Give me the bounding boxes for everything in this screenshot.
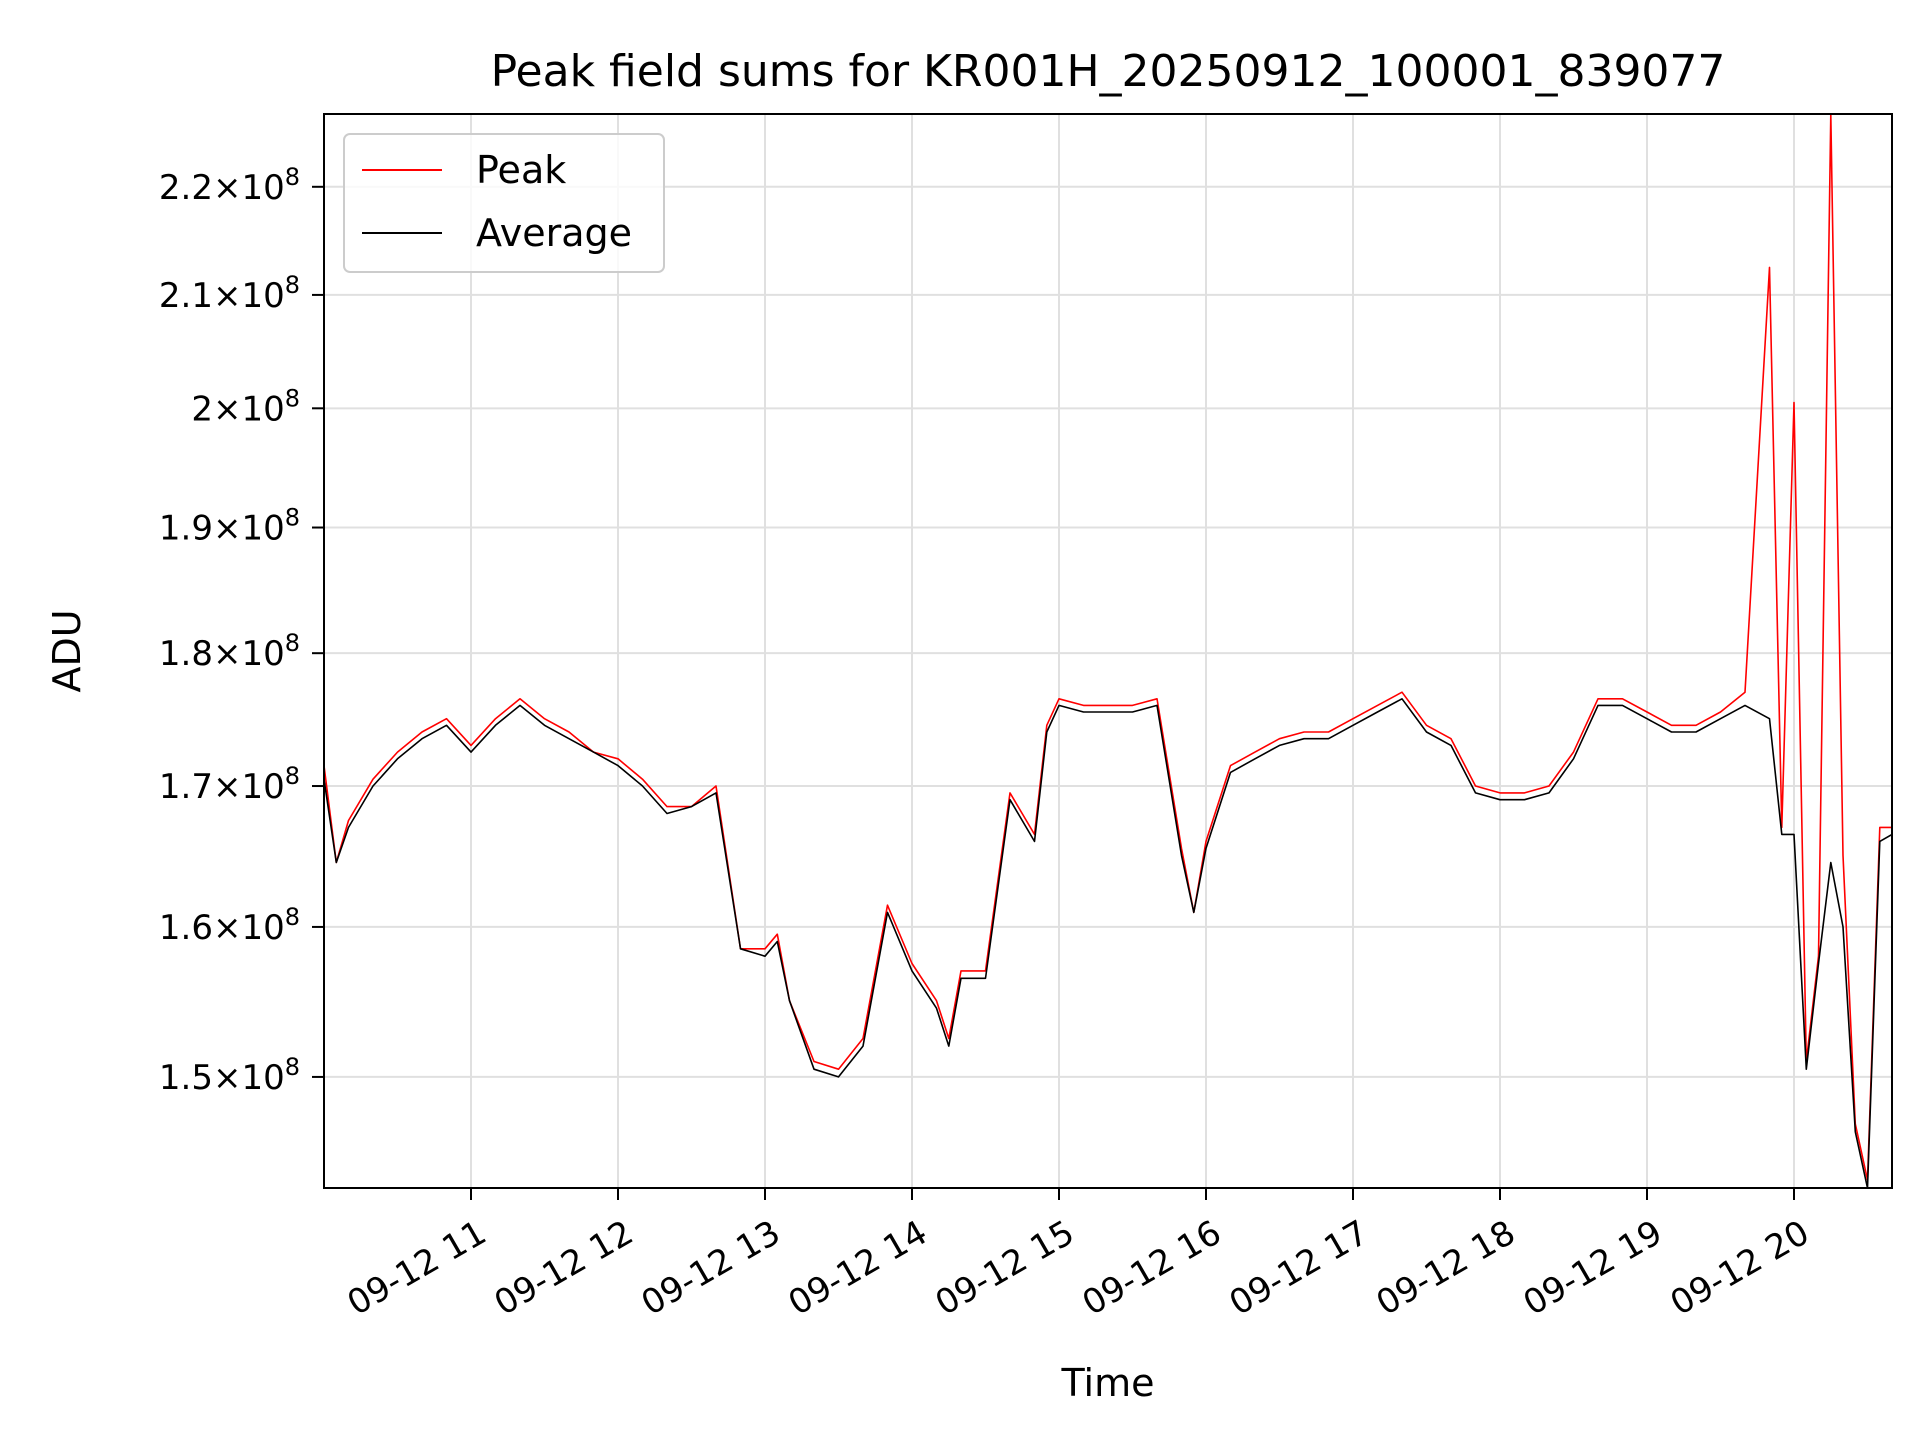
y-axis-ticks: 1.5×1081.6×1081.7×1081.8×1081.9×1082×108…	[159, 163, 324, 1098]
y-tick-mantissa: 2×10	[191, 389, 284, 429]
y-tick-label: 2.1×108	[159, 271, 300, 316]
y-tick-exponent: 8	[285, 1053, 300, 1081]
y-tick-mantissa: 2.2×10	[159, 168, 285, 208]
legend: Peak Average	[343, 133, 665, 273]
plot-frame	[323, 113, 1893, 1189]
y-tick-label: 1.7×108	[159, 762, 300, 807]
grid	[324, 114, 1892, 1188]
y-tick-label: 2.2×108	[159, 163, 300, 208]
y-axis-label: ADU	[45, 609, 89, 692]
chart-title: Peak field sums for KR001H_20250912_1000…	[491, 46, 1726, 97]
y-tick-exponent: 8	[285, 271, 300, 299]
plot-lines	[324, 114, 1892, 1188]
y-tick-exponent: 8	[285, 504, 300, 532]
y-tick-exponent: 8	[285, 629, 300, 657]
x-axis-label: Time	[1061, 1361, 1155, 1405]
y-tick-label: 1.5×108	[159, 1053, 300, 1098]
y-tick-mantissa: 1.7×10	[159, 767, 285, 807]
y-tick-exponent: 8	[285, 163, 300, 191]
y-tick-exponent: 8	[285, 384, 300, 412]
y-tick-exponent: 8	[285, 903, 300, 931]
y-tick-label: 1.8×108	[159, 629, 300, 674]
y-tick-label: 2×108	[191, 384, 300, 429]
y-tick-label: 1.6×108	[159, 903, 300, 948]
y-tick-mantissa: 1.8×10	[159, 634, 285, 674]
legend-box	[343, 133, 665, 273]
legend-label-peak: Peak	[476, 148, 566, 192]
series-line-peak	[324, 114, 1892, 1181]
y-tick-mantissa: 2.1×10	[159, 276, 285, 316]
y-tick-mantissa: 1.9×10	[159, 509, 285, 549]
y-tick-mantissa: 1.6×10	[159, 908, 285, 948]
series-line-average	[324, 697, 1892, 1188]
legend-label-average: Average	[476, 211, 632, 255]
y-tick-mantissa: 1.5×10	[159, 1058, 285, 1098]
y-tick-label: 1.9×108	[159, 504, 300, 549]
y-tick-exponent: 8	[285, 762, 300, 790]
